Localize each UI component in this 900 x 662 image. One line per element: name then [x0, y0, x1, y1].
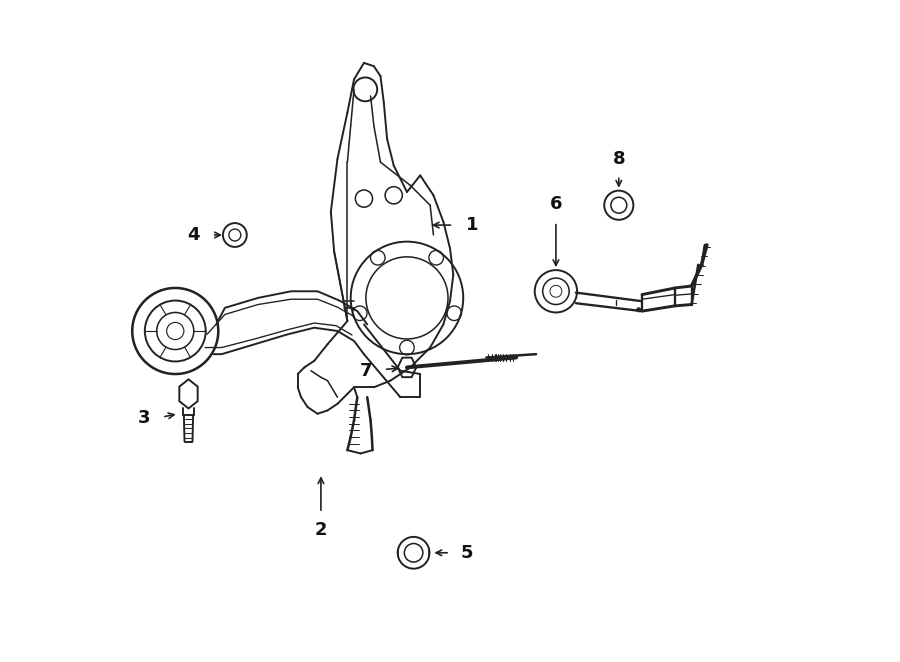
- Circle shape: [636, 308, 641, 312]
- Text: 4: 4: [187, 226, 200, 244]
- Text: 2: 2: [315, 520, 328, 539]
- Text: 6: 6: [550, 195, 562, 213]
- Text: 7: 7: [360, 362, 373, 381]
- Text: 1: 1: [465, 216, 478, 234]
- Text: 5: 5: [460, 544, 473, 562]
- Text: 8: 8: [613, 150, 626, 168]
- Text: 3: 3: [138, 409, 150, 428]
